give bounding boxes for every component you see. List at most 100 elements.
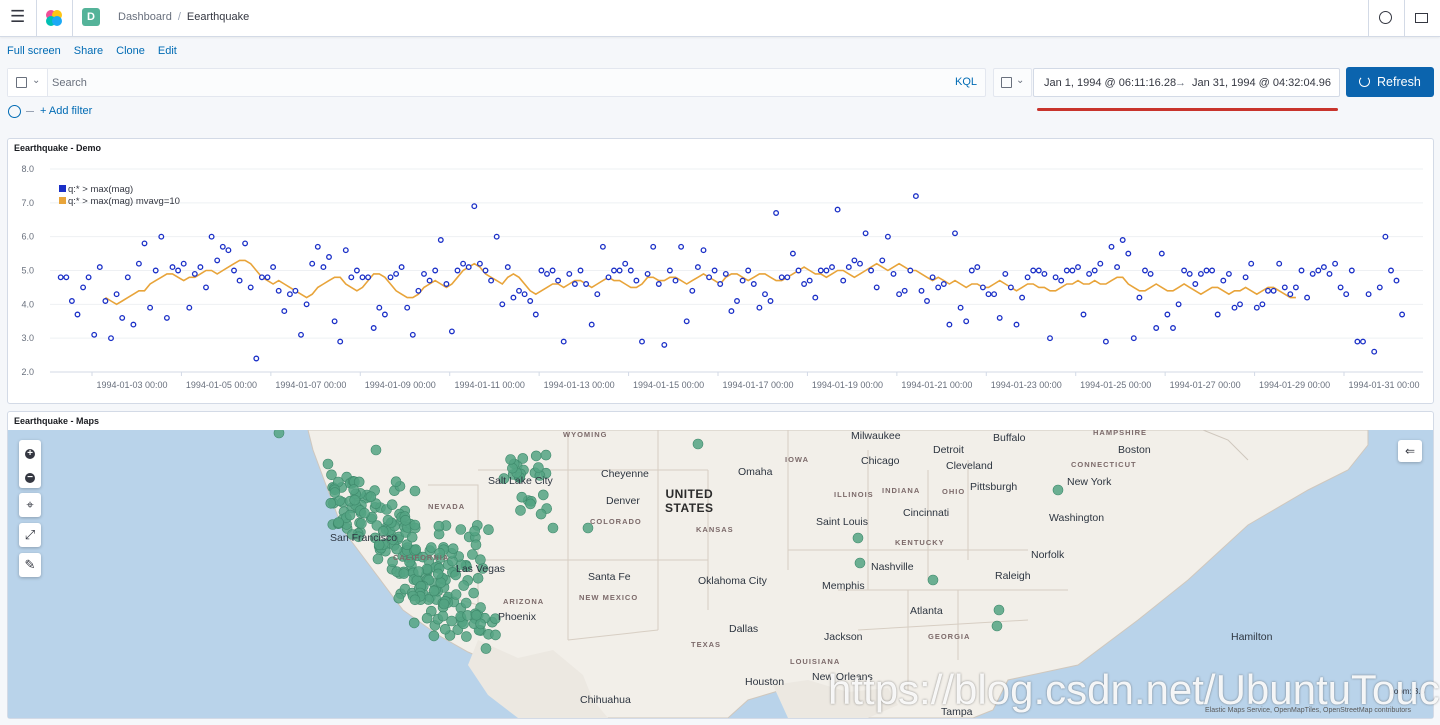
newsfeed-icon[interactable]: [1415, 13, 1428, 23]
search-input[interactable]: [52, 73, 932, 92]
earthquake-point[interactable]: [927, 574, 939, 586]
earthquake-point[interactable]: [434, 547, 446, 559]
earthquake-point[interactable]: [483, 524, 494, 535]
earthquake-point[interactable]: [401, 539, 413, 550]
earthquake-point[interactable]: [428, 585, 440, 597]
refresh-button[interactable]: Refresh: [1346, 67, 1434, 97]
earthquake-point[interactable]: [409, 519, 421, 531]
earthquake-point[interactable]: [471, 610, 482, 621]
earthquake-point[interactable]: [1052, 484, 1064, 496]
earthquake-point[interactable]: [348, 484, 360, 495]
earthquake-point[interactable]: [391, 543, 403, 555]
earthquake-point[interactable]: [356, 518, 367, 529]
earthquake-point[interactable]: [490, 629, 501, 641]
space-avatar[interactable]: D: [82, 8, 100, 26]
earthquake-point[interactable]: [852, 532, 864, 544]
earthquake-point[interactable]: [505, 454, 516, 465]
earthquake-point[interactable]: [409, 594, 421, 606]
earthquake-point[interactable]: [400, 515, 411, 526]
earthquake-point[interactable]: [404, 556, 415, 568]
earthquake-point[interactable]: [387, 534, 399, 545]
earthquake-point[interactable]: [439, 624, 451, 635]
earthquake-point[interactable]: [393, 592, 405, 604]
earthquake-point[interactable]: [475, 618, 486, 630]
earthquake-point[interactable]: [517, 453, 529, 464]
earthquake-point[interactable]: [450, 589, 462, 600]
earthquake-point[interactable]: [525, 498, 536, 510]
earthquake-point[interactable]: [437, 610, 449, 622]
earthquake-point[interactable]: [353, 476, 365, 488]
kibana-logo-icon[interactable]: [44, 8, 64, 28]
zoom-out-button[interactable]: −: [19, 464, 41, 488]
earthquake-point[interactable]: [413, 566, 425, 577]
earthquake-point[interactable]: [447, 543, 459, 554]
earthquake-point[interactable]: [432, 568, 444, 580]
earthquake-point[interactable]: [475, 554, 486, 565]
earthquake-point[interactable]: [498, 473, 510, 484]
earthquake-point[interactable]: [854, 557, 866, 569]
layer-control-button[interactable]: ⇐: [1398, 440, 1422, 462]
earthquake-point[interactable]: [425, 542, 437, 553]
earthquake-point[interactable]: [326, 469, 337, 481]
earthquake-point[interactable]: [359, 507, 370, 519]
breadcrumb-dashboard[interactable]: Dashboard: [118, 11, 172, 23]
map-attribution[interactable]: Elastic Maps Service, OpenMapTiles, Open…: [1205, 707, 1411, 714]
earthquake-point[interactable]: [409, 485, 421, 497]
earthquake-point[interactable]: [410, 544, 422, 555]
earthquake-point[interactable]: [398, 568, 410, 579]
earthquake-point[interactable]: [469, 525, 481, 537]
earthquake-point[interactable]: [372, 553, 384, 565]
map-canvas[interactable]: Milwaukee Buffalo Boston Chicago Detroit Clev…: [8, 430, 1433, 718]
earthquake-point[interactable]: [530, 450, 542, 462]
earthquake-point[interactable]: [344, 509, 356, 521]
earthquake-point[interactable]: [582, 522, 594, 534]
earthquake-point[interactable]: [386, 499, 398, 510]
filter-options-icon[interactable]: [8, 105, 21, 118]
clone-link[interactable]: Clone: [116, 45, 145, 57]
earthquake-point[interactable]: [390, 476, 402, 488]
set-view-button[interactable]: ⌖: [19, 493, 41, 517]
earthquake-point[interactable]: [692, 438, 704, 450]
earthquake-point[interactable]: [470, 539, 482, 551]
tools-button[interactable]: ✎: [19, 553, 41, 577]
start-date[interactable]: Jan 1, 1994 @ 06:11:16.28: [1044, 77, 1177, 89]
end-date[interactable]: Jan 31, 1994 @ 04:32:04.96: [1192, 77, 1331, 89]
earthquake-point[interactable]: [382, 514, 394, 526]
earthquake-point[interactable]: [450, 569, 462, 581]
earthquake-point[interactable]: [460, 597, 472, 609]
earthquake-point[interactable]: [406, 531, 418, 543]
earthquake-point[interactable]: [373, 539, 385, 551]
earthquake-point[interactable]: [438, 598, 450, 610]
earthquake-point[interactable]: [428, 630, 440, 642]
earthquake-point[interactable]: [325, 498, 337, 509]
earthquake-point[interactable]: [349, 494, 361, 506]
earthquake-point[interactable]: [515, 505, 526, 516]
earthquake-point[interactable]: [507, 462, 518, 474]
earthquake-point[interactable]: [480, 643, 492, 654]
earthquake-point[interactable]: [516, 491, 528, 503]
earthquake-point[interactable]: [322, 458, 334, 470]
earthquake-point[interactable]: [547, 522, 559, 534]
earthquake-point[interactable]: [458, 580, 470, 591]
saved-query-button[interactable]: ⌄: [8, 69, 48, 96]
earthquake-point[interactable]: [446, 615, 457, 627]
quick-date-picker-button[interactable]: ⌄: [993, 68, 1032, 97]
earthquake-point[interactable]: [333, 517, 344, 528]
earthquake-point[interactable]: [455, 524, 467, 535]
share-link[interactable]: Share: [73, 45, 104, 57]
earthquake-point[interactable]: [421, 612, 433, 624]
earthquake-point[interactable]: [433, 520, 445, 532]
earthquake-point[interactable]: [387, 556, 398, 568]
earthquake-point[interactable]: [537, 489, 549, 501]
earthquake-point[interactable]: [329, 487, 341, 498]
earthquake-point[interactable]: [533, 462, 544, 473]
earthquake-point[interactable]: [468, 587, 480, 599]
earthquake-point[interactable]: [435, 577, 447, 588]
earthquake-point[interactable]: [993, 604, 1005, 616]
earthquake-point[interactable]: [540, 449, 552, 461]
help-icon[interactable]: [1379, 11, 1392, 24]
earthquake-point[interactable]: [489, 613, 501, 624]
menu-icon[interactable]: ☰: [10, 7, 26, 26]
earthquake-point[interactable]: [991, 620, 1003, 632]
earthquake-point[interactable]: [467, 549, 478, 560]
